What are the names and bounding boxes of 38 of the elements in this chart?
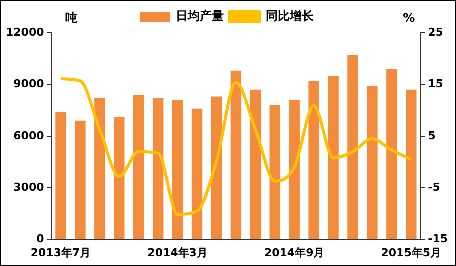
y-tick-label: 9000 [14, 78, 45, 91]
y-tick-label: 6000 [14, 129, 45, 142]
y2-tick-label: 15 [428, 78, 444, 91]
x-tick-label: 2013年7月 [30, 246, 92, 260]
bar [230, 70, 242, 240]
x-tick-label: 2015年5月 [381, 246, 442, 260]
y2-axis-title: % [403, 11, 416, 26]
y-tick-label: 0 [36, 232, 45, 246]
bar [308, 81, 320, 240]
bar [211, 96, 222, 240]
y-tick-label: 3000 [14, 180, 45, 194]
bar [192, 108, 203, 240]
bar [94, 98, 106, 240]
y-tick-label: 12000 [6, 26, 45, 39]
x-tick-label: 2014年3月 [148, 246, 208, 260]
bar [386, 69, 398, 240]
y-axis-title: 吨 [65, 11, 78, 26]
y2-tick-label: 5 [428, 129, 436, 142]
bar [348, 55, 358, 240]
bar [270, 105, 280, 240]
bar [114, 117, 125, 240]
y2-tick-label: -5 [428, 180, 440, 194]
bar [250, 90, 262, 240]
line-series [60, 78, 413, 216]
y2-tick-label: 25 [428, 26, 444, 39]
x-tick-label: 2014年9月 [264, 246, 325, 260]
bar [75, 120, 86, 240]
bar [367, 86, 378, 240]
legend-label: 同比增长 [266, 9, 315, 24]
bar [289, 100, 300, 240]
bar [172, 100, 184, 240]
bar [56, 112, 66, 240]
legend-label: 日均产量 [176, 9, 224, 24]
bar [328, 76, 339, 240]
y2-tick-label: -15 [428, 232, 448, 246]
bar [406, 90, 417, 240]
bar [134, 95, 144, 240]
bar [152, 98, 164, 240]
